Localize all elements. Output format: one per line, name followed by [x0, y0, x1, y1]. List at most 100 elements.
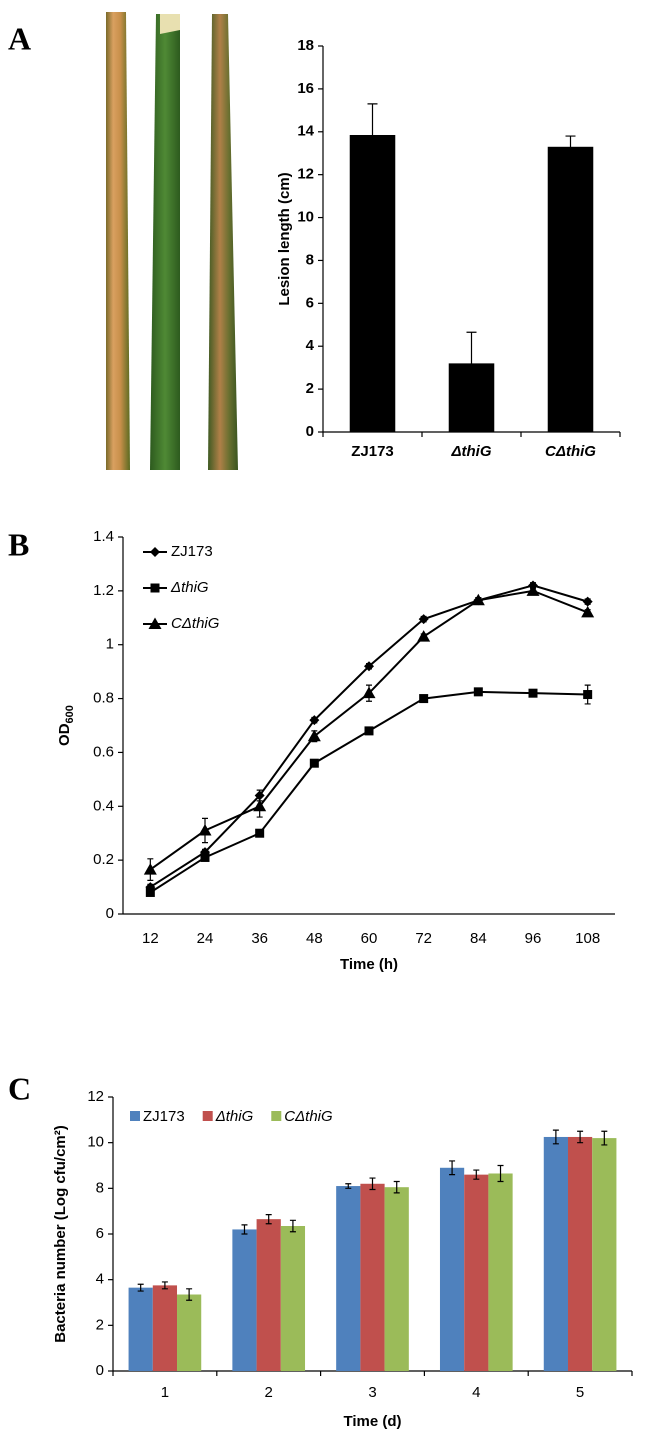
y-tick-label: 16	[297, 80, 314, 97]
y-axis-label-text: OD	[56, 723, 73, 746]
panel-label: A	[8, 20, 31, 56]
y-axis-label: Bacteria number (Log cfu/cm²)	[52, 1125, 69, 1343]
bar	[336, 1186, 361, 1371]
error-bar	[186, 1288, 193, 1301]
bar	[384, 1187, 409, 1371]
panel-label: B	[8, 526, 29, 562]
marker	[253, 799, 267, 812]
x-tick-label: 1	[161, 1384, 169, 1401]
marker	[419, 694, 429, 704]
x-tick-label: ΔthiG	[450, 443, 491, 460]
error-bar	[161, 1281, 168, 1290]
error-bar	[367, 103, 378, 167]
bar	[592, 1138, 617, 1371]
bar	[349, 134, 396, 432]
y-tick-label: 8	[96, 1179, 104, 1196]
y-tick-label: 0.6	[93, 743, 114, 760]
y-tick-label: 18	[297, 37, 314, 54]
legend-label: CΔthiG	[284, 1108, 333, 1125]
error-bar	[552, 1129, 559, 1145]
y-tick-label: 12	[297, 166, 314, 183]
x-tick-label: 96	[525, 930, 542, 947]
marker	[417, 630, 431, 642]
error-bar	[393, 1180, 400, 1194]
error-bar	[289, 1219, 296, 1233]
bar	[280, 1226, 306, 1371]
marker	[309, 758, 319, 768]
marker	[255, 828, 265, 838]
bar	[256, 1219, 281, 1371]
x-tick-label: 36	[251, 930, 268, 947]
y-tick-label: 12	[87, 1088, 104, 1105]
x-tick-label: 60	[361, 930, 378, 947]
error-bar	[466, 331, 477, 396]
x-tick-label: 4	[472, 1384, 480, 1401]
marker	[143, 863, 157, 875]
legend-swatch	[271, 1111, 282, 1121]
y-tick-label: 6	[306, 294, 314, 311]
marker	[471, 593, 485, 606]
marker	[364, 661, 374, 672]
marker	[583, 690, 593, 700]
marker	[364, 726, 374, 736]
y-tick-label: 10	[87, 1134, 104, 1151]
legend-swatch	[130, 1111, 140, 1121]
y-tick-label: 4	[306, 337, 315, 354]
y-tick-label: 10	[297, 209, 314, 226]
y-tick-label: 8	[306, 251, 314, 268]
error-bar	[565, 135, 576, 159]
x-tick-label: CΔthiG	[545, 443, 596, 460]
bar	[439, 1167, 465, 1371]
marker	[526, 584, 540, 596]
y-tick-label: 0	[96, 1362, 104, 1379]
y-axis-label-text: Bacteria number (Log cfu/cm²)	[52, 1125, 69, 1343]
x-tick-label: 2	[265, 1384, 273, 1401]
x-tick-label: ZJ173	[351, 443, 394, 460]
y-tick-label: 0.4	[93, 797, 114, 814]
y-tick-label: 1.4	[93, 528, 114, 545]
x-tick-label: 24	[197, 930, 214, 947]
marker	[198, 824, 212, 836]
error-bar	[265, 1213, 272, 1225]
error-bar	[241, 1224, 248, 1235]
error-bar	[137, 1283, 144, 1292]
y-axis-label-text: Lesion length (cm)	[276, 172, 293, 305]
bar	[543, 1136, 568, 1371]
y-tick-label: 0	[106, 905, 114, 922]
bar	[567, 1136, 593, 1371]
error-bar	[449, 1160, 456, 1176]
x-axis-label: Time (d)	[343, 1413, 401, 1430]
series-line	[149, 690, 588, 894]
error-bar	[601, 1130, 608, 1146]
bar	[547, 146, 594, 433]
bar	[232, 1229, 257, 1371]
y-tick-label: 2	[96, 1316, 104, 1333]
legend-label: ΔthiG	[215, 1108, 254, 1125]
bar	[152, 1285, 178, 1371]
legend-label: ZJ173	[143, 1108, 185, 1125]
marker	[200, 852, 210, 862]
marker	[307, 729, 321, 742]
x-tick-label: 12	[142, 930, 159, 947]
error-bar	[369, 1177, 376, 1191]
x-tick-label: 3	[368, 1384, 376, 1401]
marker	[309, 715, 320, 726]
panel-label: C	[8, 1070, 31, 1106]
y-axis-label: OD600	[56, 705, 76, 746]
bar	[360, 1183, 385, 1371]
marker	[150, 547, 160, 557]
y-tick-label: 0.2	[93, 851, 114, 868]
legend-label: CΔthiG	[171, 615, 220, 632]
marker	[145, 887, 155, 897]
x-tick-label: 72	[415, 930, 432, 947]
y-tick-label: 0	[306, 423, 314, 440]
y-tick-label: 6	[96, 1225, 104, 1242]
error-bar	[473, 1169, 480, 1180]
error-bar	[577, 1130, 584, 1144]
y-tick-label: 2	[306, 380, 314, 397]
x-tick-label: 5	[576, 1384, 584, 1401]
x-tick-label: 108	[575, 930, 600, 947]
marker	[473, 687, 483, 697]
bar	[488, 1173, 513, 1371]
